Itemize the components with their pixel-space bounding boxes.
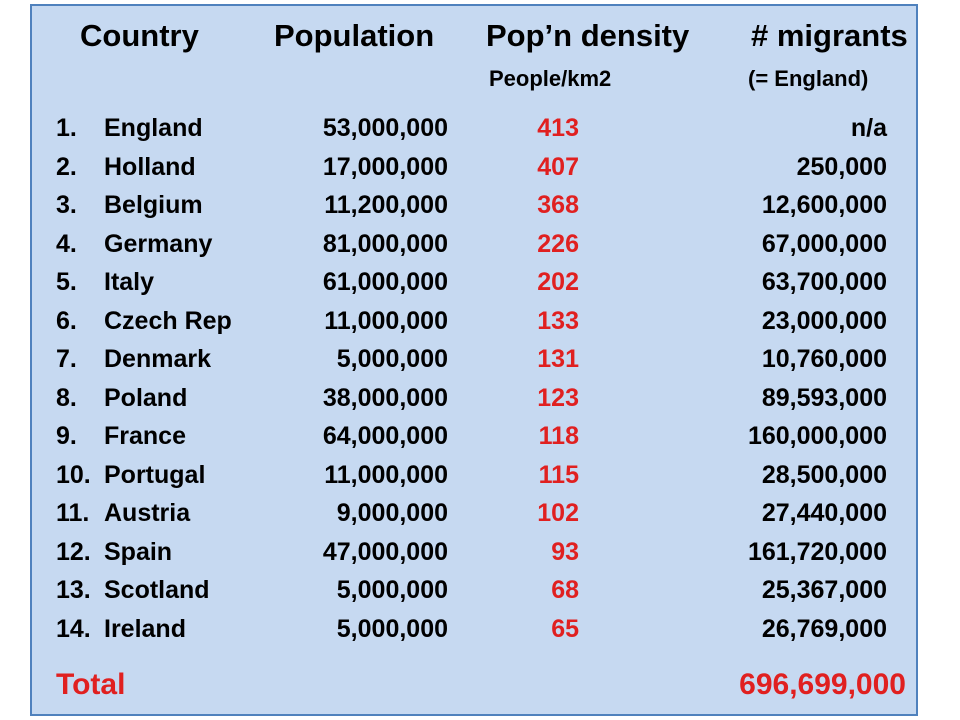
total-label: Total xyxy=(56,668,126,701)
density-value: 123 xyxy=(537,383,579,412)
row-number: 9. xyxy=(56,422,77,450)
population-value: 47,000,000 xyxy=(322,537,448,566)
country-name: Holland xyxy=(104,152,196,181)
population-value: 5,000,000 xyxy=(336,576,448,604)
country-name: Belgium xyxy=(104,191,203,219)
density-value: 115 xyxy=(538,460,579,489)
population-value: 61,000,000 xyxy=(322,268,448,296)
country-name: Germany xyxy=(104,229,213,258)
header-density-unit: People/km2 xyxy=(489,66,612,91)
population-value: 17,000,000 xyxy=(322,152,448,181)
slide-panel: Country Population Pop’n density # migra… xyxy=(30,4,918,716)
country-name: Poland xyxy=(104,383,188,412)
density-value: 202 xyxy=(537,268,579,296)
country-name: Czech Rep xyxy=(104,306,232,335)
row-number: 7. xyxy=(56,345,77,373)
population-value: 64,000,000 xyxy=(322,422,448,450)
migrants-value: 25,367,000 xyxy=(761,576,887,604)
population-value: 11,200,000 xyxy=(324,191,448,219)
header-density: Pop’n density xyxy=(486,18,690,53)
country-name: Denmark xyxy=(104,345,211,373)
migrants-value: 10,760,000 xyxy=(761,345,887,373)
migrants-value: 63,700,000 xyxy=(761,268,887,296)
migrants-value: 27,440,000 xyxy=(761,499,887,527)
population-value: 81,000,000 xyxy=(322,229,448,258)
population-value: 11,000,000 xyxy=(324,460,448,489)
country-name: Italy xyxy=(104,268,155,296)
header-migrants: # migrants xyxy=(751,18,908,53)
row-number: 3. xyxy=(56,191,77,219)
migrants-value: 67,000,000 xyxy=(761,229,887,258)
country-name: Scotland xyxy=(104,576,210,604)
density-value: 102 xyxy=(537,499,579,527)
population-value: 5,000,000 xyxy=(336,614,448,643)
row-number: 11. xyxy=(56,499,90,527)
migrants-value: 89,593,000 xyxy=(761,383,887,412)
density-value: 226 xyxy=(537,229,579,258)
row-number: 10. xyxy=(56,460,91,489)
migrants-value: 23,000,000 xyxy=(761,306,887,335)
country-name: Austria xyxy=(104,499,191,527)
density-value: 407 xyxy=(537,152,579,181)
migrants-value: n/a xyxy=(850,114,887,142)
row-number: 2. xyxy=(56,152,77,181)
density-value: 131 xyxy=(537,345,579,373)
row-number: 4. xyxy=(56,229,77,258)
density-value: 68 xyxy=(551,576,579,604)
density-value: 413 xyxy=(537,114,579,142)
migrants-value: 161,720,000 xyxy=(747,537,887,566)
header-country: Country xyxy=(80,18,199,53)
density-value: 65 xyxy=(551,614,579,643)
population-value: 38,000,000 xyxy=(322,383,448,412)
population-value: 11,000,000 xyxy=(324,306,448,335)
header-population: Population xyxy=(274,18,435,53)
row-number: 6. xyxy=(56,306,77,335)
row-number: 14. xyxy=(56,614,91,643)
population-value: 5,000,000 xyxy=(336,345,448,373)
density-value: 133 xyxy=(537,306,579,335)
density-value: 118 xyxy=(538,422,579,450)
population-value: 53,000,000 xyxy=(322,114,448,142)
row-number: 5. xyxy=(56,268,77,296)
row-number: 1. xyxy=(56,114,77,142)
migrants-value: 28,500,000 xyxy=(761,460,887,489)
country-name: Spain xyxy=(104,537,173,566)
country-name: Ireland xyxy=(104,614,186,643)
migrants-value: 12,600,000 xyxy=(761,191,887,219)
row-number: 13. xyxy=(56,576,91,604)
migrants-value: 26,769,000 xyxy=(761,614,887,643)
density-value: 368 xyxy=(537,191,579,219)
density-value: 93 xyxy=(551,537,579,566)
total-value: 696,699,000 xyxy=(739,668,906,701)
migrants-value: 160,000,000 xyxy=(747,422,887,450)
country-name: France xyxy=(104,422,186,450)
migrants-value: 250,000 xyxy=(796,152,887,181)
country-name: England xyxy=(104,114,203,142)
country-name: Portugal xyxy=(104,460,206,489)
row-number: 12. xyxy=(56,537,91,566)
population-value: 9,000,000 xyxy=(336,499,448,527)
row-number: 8. xyxy=(56,383,77,412)
header-migrants-note: (= England) xyxy=(748,66,869,91)
